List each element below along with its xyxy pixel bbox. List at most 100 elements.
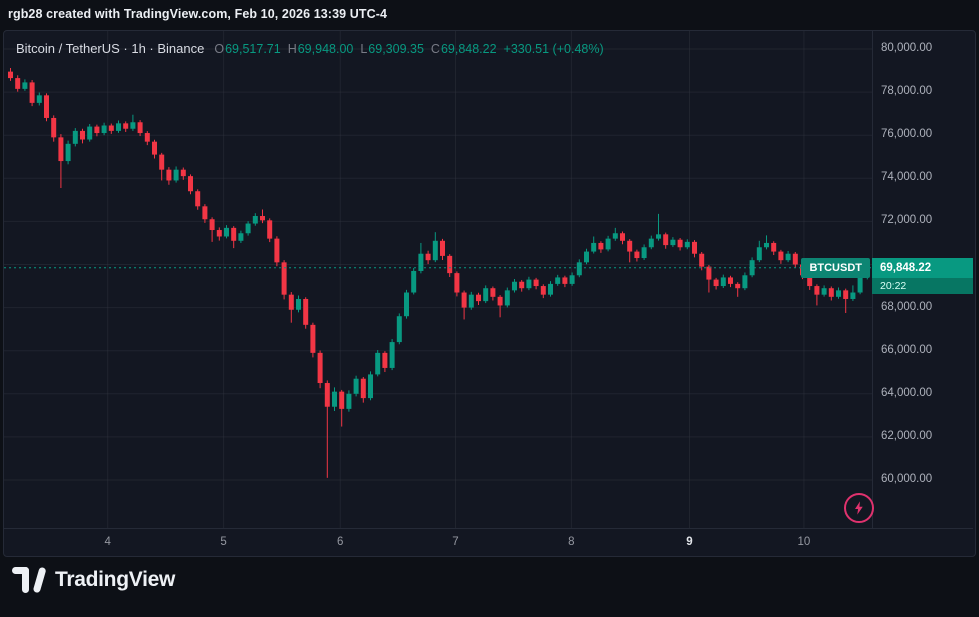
candle-body — [771, 242, 777, 252]
candle-body — [764, 242, 769, 248]
candle-body — [735, 283, 741, 289]
candle-body — [728, 277, 733, 284]
candle-body — [382, 352, 388, 368]
time-tick-label: 9 — [686, 536, 693, 548]
candle-body — [36, 95, 42, 103]
candle-body — [418, 253, 424, 271]
price-tick-label: 70,000.00 — [881, 257, 933, 270]
candle-body — [166, 169, 172, 181]
candle-body — [389, 342, 395, 368]
candle-body — [670, 239, 676, 246]
candle-body — [576, 262, 582, 276]
candle-body — [490, 288, 496, 297]
candle-body — [72, 130, 78, 144]
candle-body — [44, 95, 49, 118]
candle-body — [216, 230, 222, 237]
low-value: 69,309.35 — [368, 42, 424, 56]
open-label: O — [214, 42, 225, 56]
candlestick-chart[interactable] — [4, 31, 872, 528]
chart-panel: Bitcoin / TetherUS · 1h · Binance O 69,5… — [3, 30, 976, 557]
candle-body — [252, 216, 258, 224]
candle-body — [634, 251, 640, 259]
price-tick-label: 62,000.00 — [881, 429, 933, 442]
candle-body — [843, 290, 849, 299]
candle-body — [569, 275, 575, 284]
candle-body — [807, 275, 813, 287]
lightning-icon-button[interactable] — [844, 493, 874, 523]
candle-body — [864, 267, 870, 275]
candle-body — [454, 273, 460, 293]
tradingview-logo-icon — [12, 567, 46, 593]
price-tick-label: 60,000.00 — [881, 473, 933, 485]
candle-body — [699, 253, 705, 267]
price-tick-label: 78,000.00 — [881, 85, 933, 98]
candle-body — [195, 191, 201, 207]
candle-body — [850, 292, 856, 299]
candle-body — [101, 125, 107, 134]
price-tick-label: 68,000.00 — [881, 300, 933, 313]
candle-body — [231, 227, 237, 241]
time-tick-label: 10 — [797, 536, 811, 548]
candle-body — [375, 352, 381, 375]
candle-body — [188, 176, 193, 192]
lightning-icon — [851, 500, 867, 516]
price-tick-label: 80,000.00 — [881, 42, 933, 54]
price-scale[interactable]: 80,000.00 78,000.00 76,000.00 74,000.00 72,0… — [872, 31, 973, 528]
candle-body — [692, 241, 697, 254]
candle-body — [180, 169, 186, 177]
candle-body — [720, 277, 726, 287]
candle-body — [396, 316, 402, 343]
time-tick-label: 8 — [568, 536, 575, 548]
candle-body — [310, 324, 316, 353]
candle-body — [339, 391, 345, 409]
candle-body — [584, 251, 589, 263]
candle-body — [656, 234, 661, 239]
candle-body — [108, 125, 114, 131]
candle-body — [87, 126, 93, 140]
footer-brand: TradingView — [12, 567, 175, 593]
price-tick-label: 74,000.00 — [881, 171, 933, 184]
time-scale[interactable]: 4 5 6 7 8 9 10 — [4, 528, 973, 555]
candle-body — [548, 283, 553, 295]
candle-body — [411, 270, 417, 293]
candle-body — [8, 71, 13, 79]
candle-body — [828, 288, 834, 297]
change-value: +330.51 (+0.48%) — [503, 42, 604, 56]
candle-body — [238, 233, 244, 241]
candle-body — [461, 292, 467, 308]
price-tick-label: 66,000.00 — [881, 343, 933, 356]
candle-body — [224, 227, 229, 237]
candle-body — [706, 266, 712, 280]
candle-body — [159, 154, 165, 170]
candle-body — [677, 239, 683, 248]
candle-body — [562, 277, 568, 284]
candle-body — [598, 242, 604, 250]
candle-body — [324, 383, 330, 407]
candle-body — [533, 279, 539, 287]
candle-body — [756, 247, 762, 261]
candle-body — [94, 126, 100, 134]
candle-body — [332, 391, 337, 407]
candle-body — [202, 206, 208, 220]
candle-body — [65, 143, 71, 162]
candle-body — [353, 378, 359, 394]
close-label: C — [430, 42, 440, 56]
price-tick-label: 76,000.00 — [881, 128, 933, 141]
price-tick-label: 64,000.00 — [881, 386, 933, 399]
candle-body — [15, 78, 21, 89]
symbol-title: Bitcoin / TetherUS · 1h · Binance — [16, 41, 205, 56]
candle-body — [778, 251, 784, 261]
high-value: 69,948.00 — [297, 42, 354, 56]
attribution-text: rgb28 created with TradingView.com, Feb … — [8, 7, 388, 21]
candle-body — [267, 220, 273, 239]
candle-body — [591, 242, 597, 252]
candle-body — [173, 169, 179, 181]
candle-body — [245, 223, 251, 234]
candle-body — [512, 281, 517, 291]
candle-body — [288, 294, 294, 310]
candle-body — [468, 294, 474, 308]
candle-body — [713, 279, 719, 287]
candle-body — [814, 286, 820, 295]
candle-body — [555, 277, 561, 284]
candle-body — [792, 253, 798, 265]
